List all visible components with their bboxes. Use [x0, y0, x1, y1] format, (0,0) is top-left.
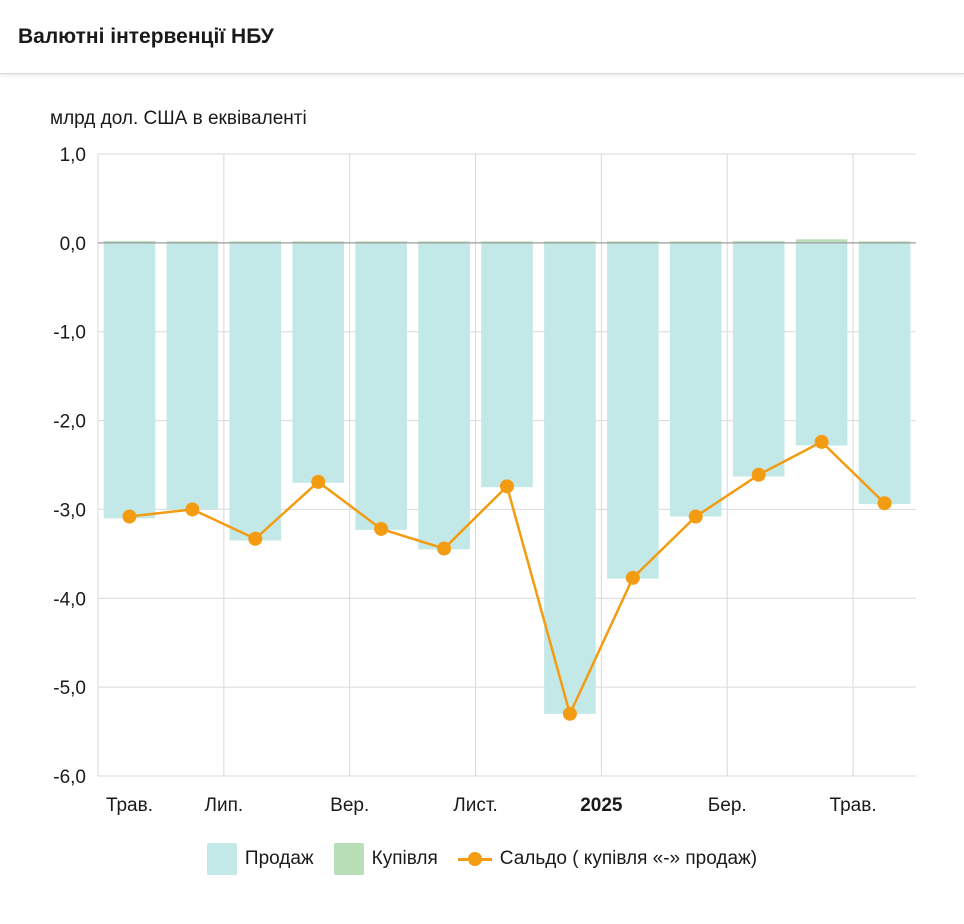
- chart-plot: 1,0 0,0 -1,0 -2,0 -3,0 -4,0 -5,0 -6,0 Трав. Лип. В…: [0, 130, 964, 830]
- legend: Продаж Купівля Сальдо ( купівля «-» прод…: [0, 843, 964, 875]
- point-balance: [437, 542, 451, 556]
- bar-sales: [481, 243, 533, 487]
- y-tick-label: -5,0: [53, 678, 86, 699]
- y-tick-label: -6,0: [53, 767, 86, 788]
- point-balance: [626, 571, 640, 585]
- legend-swatch-sales: [207, 843, 237, 875]
- y-tick-label: -3,0: [53, 500, 86, 521]
- y-tick-label: -4,0: [53, 589, 86, 610]
- point-balance: [752, 468, 766, 482]
- x-tick-label: Трав.: [106, 795, 153, 816]
- chart-title: Валютні інтервенції НБУ: [18, 25, 274, 49]
- point-balance: [815, 435, 829, 449]
- y-tick-label: 1,0: [60, 145, 86, 166]
- legend-label-purchases: Купівля: [372, 848, 438, 870]
- point-balance: [563, 707, 577, 721]
- y-tick-label: 0,0: [60, 234, 86, 255]
- bar-sales: [104, 243, 156, 518]
- y-axis-unit-label: млрд дол. США в еквіваленті: [50, 108, 307, 130]
- point-balance: [689, 510, 703, 524]
- point-balance: [878, 496, 892, 510]
- x-tick-label: Бер.: [708, 795, 747, 816]
- legend-swatch-purchases: [334, 843, 364, 875]
- x-tick-label: Лип.: [205, 795, 244, 816]
- legend-label-balance: Сальдо ( купівля «-» продаж): [500, 848, 757, 870]
- legend-item-sales[interactable]: Продаж: [207, 843, 314, 875]
- bar-sales: [859, 243, 911, 504]
- point-balance: [374, 522, 388, 536]
- point-balance: [500, 479, 514, 493]
- x-tick-label: 2025: [580, 795, 623, 816]
- bar-sales: [670, 243, 722, 517]
- bar-sales: [796, 243, 848, 446]
- legend-item-purchases[interactable]: Купівля: [334, 843, 438, 875]
- bar-sales: [292, 243, 344, 483]
- x-tick-label: Трав.: [830, 795, 877, 816]
- x-tick-label: Вер.: [330, 795, 369, 816]
- x-tick-label: Лист.: [453, 795, 497, 816]
- y-tick-label: -2,0: [53, 412, 86, 433]
- legend-item-balance[interactable]: Сальдо ( купівля «-» продаж): [458, 843, 757, 875]
- legend-label-sales: Продаж: [245, 848, 314, 870]
- bar-sales: [544, 243, 596, 714]
- point-balance: [311, 475, 325, 489]
- bar-sales: [230, 243, 282, 541]
- bar-sales: [418, 243, 470, 550]
- point-balance: [248, 532, 262, 546]
- bar-sales: [355, 243, 407, 530]
- point-balance: [185, 502, 199, 516]
- bar-sales: [167, 243, 219, 510]
- chart-header: Валютні інтервенції НБУ: [0, 0, 964, 74]
- bar-sales: [733, 243, 785, 477]
- point-balance: [122, 510, 136, 524]
- y-tick-label: -1,0: [53, 323, 86, 344]
- legend-swatch-balance: [458, 843, 492, 875]
- bar-sales: [607, 243, 659, 579]
